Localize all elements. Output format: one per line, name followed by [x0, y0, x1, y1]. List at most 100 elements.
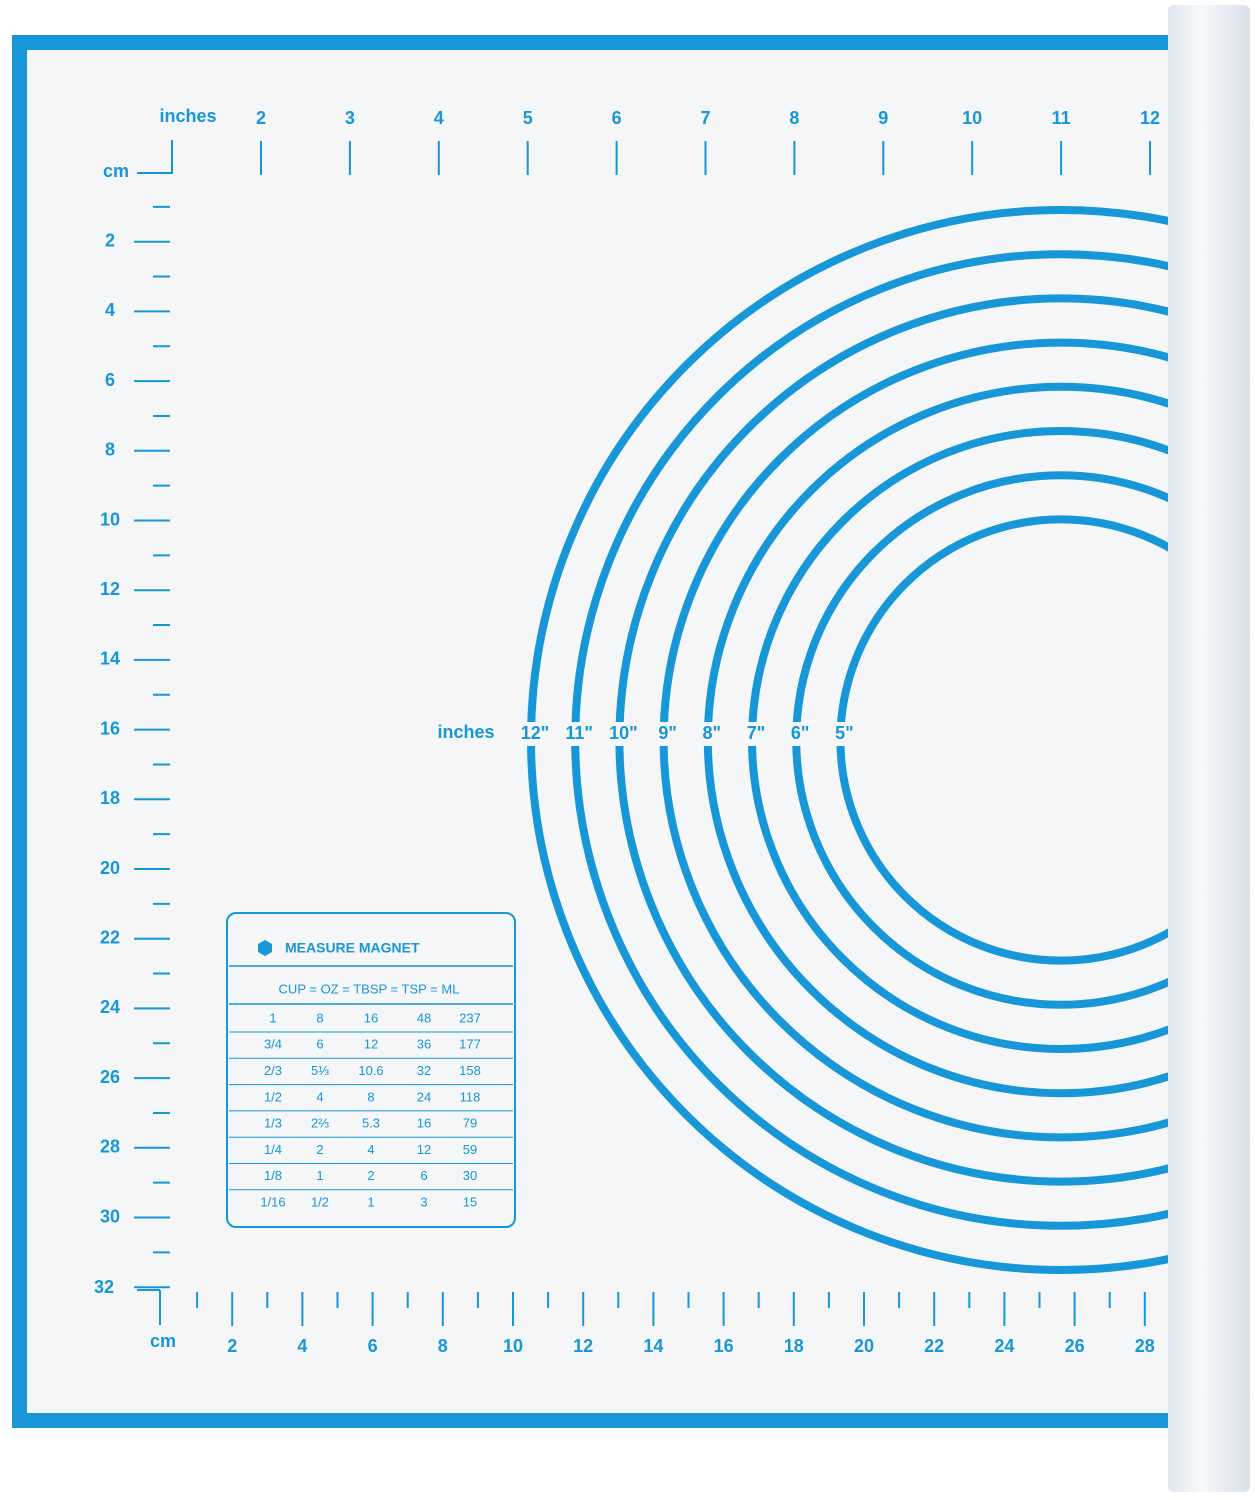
rings: 12" 11" 10" 9" 8" 7" 6" 5": [515, 206, 1170, 1274]
left-label: 20: [100, 858, 120, 878]
left-label: 30: [100, 1206, 120, 1226]
table-cell: 158: [459, 1063, 481, 1078]
ring-label-bg: [603, 722, 638, 746]
left-label: 8: [105, 440, 115, 460]
left-unit: cm: [103, 161, 129, 181]
left-label: 6: [105, 370, 115, 390]
left-label: 4: [105, 300, 115, 320]
table-cell: 16: [417, 1116, 431, 1131]
top-label: 2: [256, 108, 266, 128]
bottom-label: 18: [784, 1336, 804, 1356]
table-cell: 10.6: [358, 1063, 383, 1078]
table-cell: 48: [417, 1010, 431, 1025]
table-cell: 6: [420, 1168, 427, 1183]
table-cell: 1: [316, 1168, 323, 1183]
table-cell: 177: [459, 1037, 481, 1052]
table-cell: 2: [367, 1168, 374, 1183]
left-label: 18: [100, 788, 120, 808]
ring-label: 7": [747, 723, 766, 743]
table-header: CUP = OZ = TBSP = TSP = ML: [279, 981, 460, 996]
left-label: 32: [94, 1277, 114, 1297]
bottom-label: 24: [994, 1336, 1014, 1356]
table-cell: 79: [463, 1116, 477, 1131]
hex-icon: [258, 940, 272, 956]
ring-label: 8": [703, 723, 722, 743]
ring-label-bg: [647, 722, 682, 746]
bottom-unit: cm: [150, 1331, 176, 1351]
table-box: [226, 912, 516, 1228]
bottom-label: 2: [227, 1336, 237, 1356]
table-cell: 12: [417, 1142, 431, 1157]
ring-label-bg: [691, 722, 726, 746]
table-cell: 32: [417, 1063, 431, 1078]
mat-surface: [27, 50, 1170, 1413]
table-cell: 8: [367, 1089, 374, 1104]
table-cell: 1/8: [264, 1168, 282, 1183]
ring-label-bg: [736, 722, 770, 746]
ring-label-bg: [824, 722, 859, 746]
table-cell: 6: [316, 1037, 323, 1052]
table-cell: 4: [367, 1142, 374, 1157]
table-cell: 4: [316, 1089, 323, 1104]
bottom-label: 12: [573, 1336, 593, 1356]
bottom-label: 28: [1135, 1336, 1155, 1356]
table-cell: 8: [316, 1010, 323, 1025]
table-cell: 16: [364, 1010, 378, 1025]
corner-marks: [137, 140, 173, 1325]
left-label: 14: [100, 649, 120, 669]
table-cell: 12: [364, 1037, 378, 1052]
ring-label: 11": [565, 723, 593, 743]
left-label: 2: [105, 230, 115, 250]
top-unit: inches: [159, 106, 216, 126]
table-cell: 118: [460, 1089, 481, 1104]
table-cell: 2/3: [264, 1063, 282, 1078]
table-cell: 30: [463, 1168, 477, 1183]
left-label: 28: [100, 1137, 120, 1157]
ring-label-bg: [780, 722, 815, 746]
table-cell: 5.3: [362, 1116, 380, 1131]
top-label: 6: [612, 108, 622, 128]
ring-label-bg: [515, 722, 549, 746]
table-cell: 36: [417, 1037, 431, 1052]
top-label: 4: [434, 108, 444, 128]
top-label: 12: [1140, 108, 1160, 128]
table-cell: 5⅓: [311, 1063, 329, 1078]
bottom-label: 26: [1065, 1336, 1085, 1356]
content: inches cm cm inches MEASURE MAGNET CUP =…: [94, 106, 1160, 1356]
bottom-label: 20: [854, 1336, 874, 1356]
bottom-label: 10: [503, 1336, 523, 1356]
table-cell: 1/2: [311, 1195, 329, 1210]
bottom-label: 8: [438, 1336, 448, 1356]
left-label: 24: [100, 997, 120, 1017]
table-cell: 237: [459, 1010, 481, 1025]
top-label: 10: [962, 108, 982, 128]
table-cell: 2⅔: [311, 1116, 329, 1131]
bottom-label: 16: [714, 1336, 734, 1356]
left-label: 10: [100, 509, 120, 529]
table-cell: 24: [417, 1089, 431, 1104]
circle-unit: inches: [437, 722, 494, 742]
table-cell: 15: [463, 1195, 477, 1210]
ring-label: 10": [609, 723, 638, 743]
table-title: MEASURE MAGNET: [285, 940, 420, 956]
table-cell: 59: [463, 1142, 477, 1157]
top-label: 7: [700, 108, 710, 128]
table-cell: 1: [367, 1195, 374, 1210]
top-label: 9: [878, 108, 888, 128]
ring-label: 5": [835, 723, 854, 743]
ring-label: 6": [791, 723, 810, 743]
left-label: 12: [100, 579, 120, 599]
ring-label: 9": [658, 723, 677, 743]
table-cell: 1: [269, 1010, 276, 1025]
ring-label: 12": [521, 723, 550, 743]
top-label: 5: [523, 108, 533, 128]
bottom-label: 4: [297, 1336, 307, 1356]
table-cell: 1/4: [264, 1142, 282, 1157]
table-cell: 3/4: [264, 1037, 282, 1052]
bottom-label: 14: [643, 1336, 663, 1356]
left-label: 16: [100, 718, 120, 738]
top-label: 3: [345, 108, 355, 128]
table-cell: 3: [420, 1195, 427, 1210]
top-label: 8: [789, 108, 799, 128]
